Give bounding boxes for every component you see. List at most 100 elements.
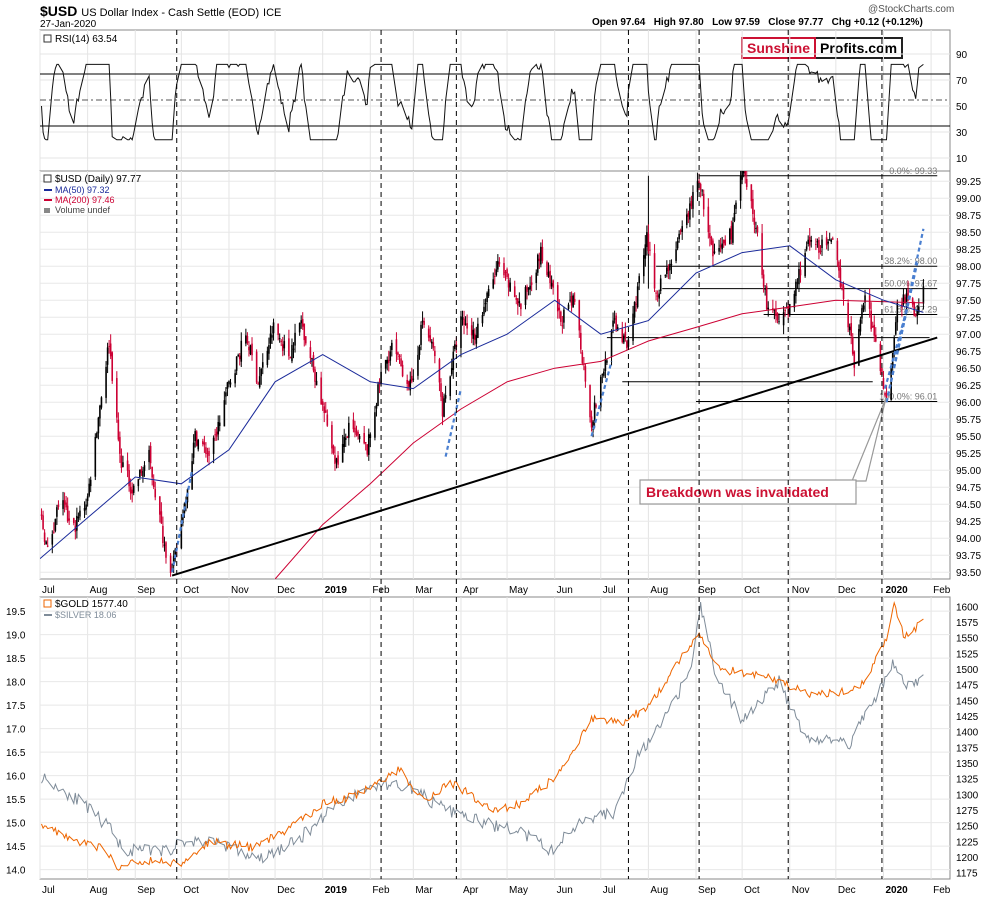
price-tick-label: 96.25	[956, 381, 981, 392]
candle-body	[332, 445, 335, 454]
silver-line	[41, 602, 924, 864]
candle-body	[438, 359, 441, 383]
candle-body	[54, 518, 57, 531]
candle-body	[89, 479, 92, 487]
candle-body	[108, 345, 110, 347]
candle-body	[870, 310, 872, 330]
candle-body	[707, 206, 710, 233]
candle-body	[807, 239, 809, 244]
candle-body	[228, 381, 230, 384]
candle-body	[229, 382, 232, 385]
x-tick-label: May	[509, 585, 528, 596]
candle-body	[765, 286, 768, 310]
candle-body	[94, 436, 97, 477]
candle-body	[561, 325, 564, 327]
ma200-line	[274, 299, 924, 579]
candle-body	[904, 297, 906, 303]
ma50-line	[40, 245, 924, 559]
projection-lines	[171, 228, 925, 573]
x-tick-label: Jun	[557, 585, 573, 596]
price-tick-label: 94.25	[956, 517, 981, 528]
candle-body	[341, 443, 344, 463]
fib-label: 38.2%: 98.00	[884, 256, 937, 266]
candle-body	[320, 377, 322, 405]
candle-body	[853, 351, 856, 368]
price-tick-label: 96.75	[956, 347, 981, 358]
candle-body	[669, 263, 671, 271]
candle-body	[105, 366, 107, 398]
x-tick-label: 2020	[885, 885, 908, 896]
candle-body	[268, 345, 270, 354]
candle-body	[776, 313, 779, 321]
x-tick-label: Feb	[933, 885, 951, 896]
x-tick-label: Oct	[183, 585, 199, 596]
candle-body	[653, 253, 656, 289]
silver-tick-label: 18.0	[6, 678, 26, 689]
candle-body	[364, 441, 367, 444]
candle-body	[303, 323, 306, 341]
candle-body	[46, 545, 49, 547]
candle-body	[902, 294, 905, 305]
x-tick-label: Nov	[792, 885, 810, 896]
candle-body	[675, 249, 677, 261]
x-tick-label: Mar	[415, 585, 433, 596]
candle-body	[151, 466, 153, 478]
candle-body	[205, 447, 207, 454]
candle-body	[117, 419, 120, 440]
candle-body	[517, 298, 519, 306]
candle-body	[266, 350, 269, 366]
price-x-axis: Jul Aug Sep Oct Nov Dec 2019 Feb Mar Apr May Jun Jul…	[42, 585, 951, 596]
candle-body	[235, 356, 238, 371]
candle-body	[679, 230, 682, 232]
candle-body	[495, 269, 498, 276]
price-tick-label: 99.00	[956, 194, 981, 205]
candle-body	[346, 436, 349, 438]
candle-body	[664, 275, 667, 277]
silver-tick-label: 16.5	[6, 748, 26, 759]
candle-body	[702, 193, 705, 210]
candle-body	[541, 247, 544, 261]
candle-body	[659, 278, 662, 291]
candle-body	[182, 517, 184, 524]
candle-body	[311, 358, 313, 360]
candle-body	[434, 350, 436, 357]
price-tick-label: 98.50	[956, 228, 981, 239]
candle-body	[798, 268, 800, 285]
price-legend-swatch	[43, 174, 52, 183]
candle-body	[595, 405, 597, 407]
candle-body	[752, 198, 754, 215]
candle-body	[729, 228, 731, 245]
candle-body	[165, 542, 167, 558]
x-tick-label: Dec	[838, 585, 856, 596]
candle-body	[750, 184, 753, 202]
candle-body	[315, 380, 318, 386]
candle-body	[240, 340, 243, 362]
gold-line	[41, 600, 924, 871]
candle-body	[739, 175, 742, 201]
candle-body	[443, 398, 445, 417]
candle-body	[255, 351, 258, 383]
price-tick-label: 97.50	[956, 296, 981, 307]
price-ticks: 93.50 93.75 94.00 94.25 94.50 94.75 95.00 95.25…	[956, 177, 981, 579]
candle-body	[212, 437, 215, 454]
candle-body	[464, 323, 467, 325]
candle-body	[796, 282, 799, 284]
x-tick-label: Oct	[744, 885, 760, 896]
candle-body	[578, 300, 581, 331]
candle-body	[355, 431, 358, 435]
silver-tick-label: 19.0	[6, 631, 26, 642]
silver-tick-label: 17.5	[6, 701, 26, 712]
candle-body	[324, 410, 327, 413]
x-tick-label: Dec	[277, 585, 295, 596]
price-tick-label: 94.75	[956, 483, 981, 494]
candle-body	[278, 338, 281, 340]
candle-body	[547, 271, 550, 277]
candle-body	[337, 455, 339, 465]
gold-tick-label: 1250	[956, 822, 979, 833]
candle-body	[42, 515, 44, 530]
candle-body	[384, 359, 387, 369]
candle-body	[864, 295, 866, 303]
candle-body	[57, 504, 60, 507]
candle-body	[294, 332, 296, 346]
candle-body	[420, 324, 422, 345]
